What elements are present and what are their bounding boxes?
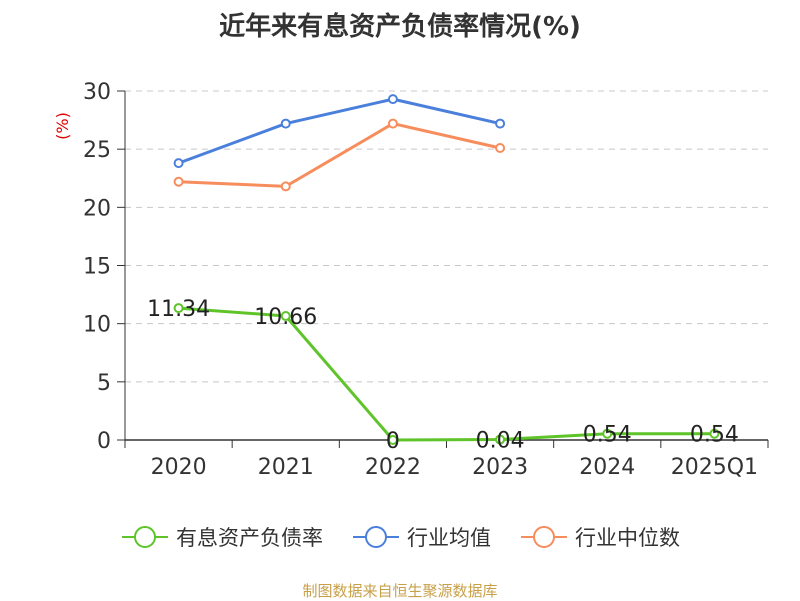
axis-layer: 0 5 10 15 20 25 30 (%) 2020 2021 2022 2023 2024 2025Q…: [53, 80, 769, 480]
legend: 有息资产负债率 行业均值 行业中位数: [0, 522, 800, 552]
series-line-0: [178, 306, 715, 442]
data-label: 10.66: [254, 305, 317, 330]
x-tick-label: 2024: [579, 455, 635, 480]
data-point: [387, 118, 398, 129]
x-tick-label: 2020: [151, 455, 207, 480]
data-point: [495, 118, 506, 129]
series-line-1: [178, 97, 501, 165]
data-point: [173, 176, 184, 187]
data-label-layer: 11.34 10.66 0 0.04 0.54 0.54: [147, 297, 739, 454]
grid-layer: [125, 90, 768, 383]
legend-swatch-marker: [533, 526, 555, 548]
chart-title: 近年来有息资产负债率情况(%): [219, 12, 581, 42]
data-point: [387, 94, 398, 105]
x-tick-label: 2023: [472, 455, 528, 480]
legend-label: 行业中位数: [575, 526, 680, 550]
data-point: [387, 435, 398, 445]
data-label: 0.54: [583, 423, 632, 448]
legend-swatch: [521, 526, 567, 548]
data-point: [709, 428, 720, 439]
data-label: 0: [386, 429, 400, 454]
y-tick-label: 30: [83, 80, 111, 105]
x-tick-label: 2025Q1: [671, 455, 758, 480]
source-note: 制图数据来自恒生聚源数据库: [302, 582, 498, 600]
data-point: [495, 143, 506, 154]
y-tick-label: 10: [83, 313, 111, 338]
y-axis-label: (%): [53, 112, 72, 140]
x-tick-label: 2021: [258, 455, 314, 480]
y-tick-label: 15: [83, 255, 111, 280]
data-label: 0.04: [476, 429, 525, 454]
legend-swatch-marker: [134, 526, 156, 548]
legend-item[interactable]: 行业均值: [351, 522, 491, 552]
data-point: [173, 303, 184, 314]
legend-item[interactable]: 有息资产负债率: [120, 522, 323, 552]
legend-swatch-marker: [365, 526, 387, 548]
legend-label: 行业均值: [407, 526, 491, 550]
y-tick-label: 0: [97, 429, 111, 454]
y-tick-label: 5: [97, 371, 111, 396]
data-point: [602, 428, 613, 439]
data-point: [495, 434, 506, 445]
data-point: [280, 118, 291, 129]
data-point: [280, 310, 291, 321]
data-point: [280, 181, 291, 192]
legend-swatch: [353, 526, 399, 548]
data-point: [173, 158, 184, 169]
y-tick-label: 25: [83, 138, 111, 163]
data-label: 0.54: [690, 423, 739, 448]
legend-label: 有息资产负债率: [176, 526, 323, 550]
x-tick-label: 2022: [365, 455, 421, 480]
legend-item[interactable]: 行业中位数: [519, 522, 680, 552]
y-tick-label: 20: [83, 196, 111, 221]
legend-swatch: [122, 526, 168, 548]
series-layer: [173, 94, 720, 445]
series-line-2: [178, 122, 501, 188]
data-label: 11.34: [147, 297, 210, 322]
